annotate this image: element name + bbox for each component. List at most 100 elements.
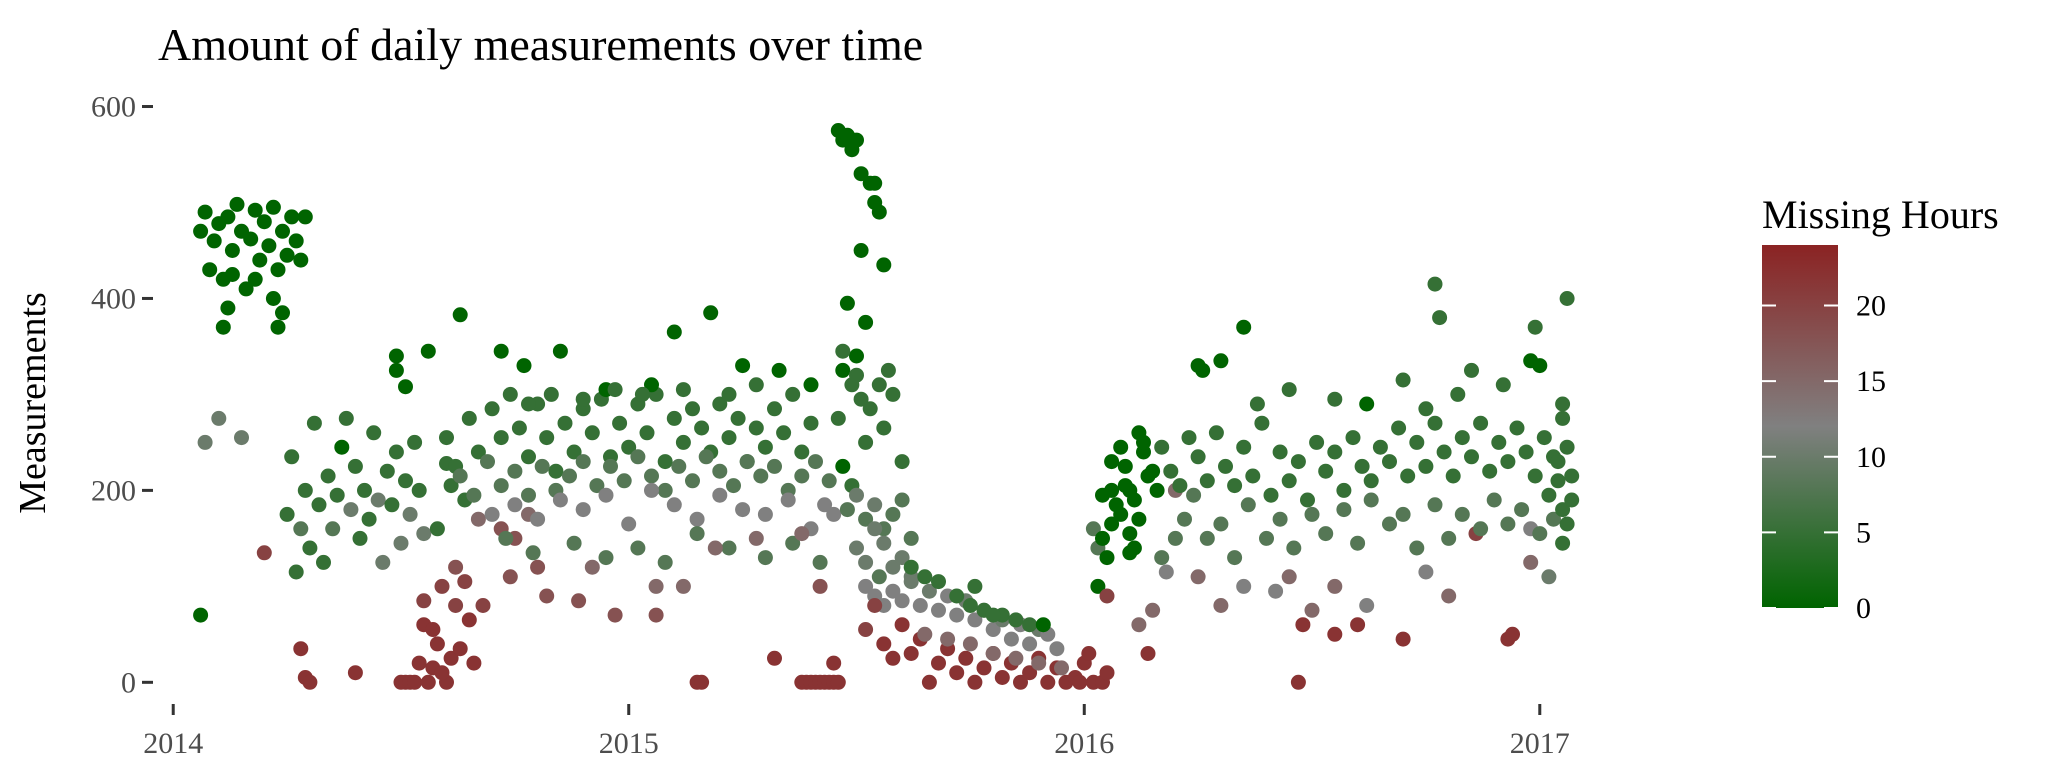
data-point bbox=[1145, 463, 1161, 479]
data-point bbox=[1149, 482, 1165, 498]
data-point bbox=[612, 415, 628, 431]
data-point bbox=[1395, 631, 1411, 647]
data-point bbox=[1500, 516, 1516, 532]
data-point bbox=[1126, 492, 1142, 508]
data-point bbox=[1500, 454, 1516, 470]
data-point bbox=[867, 497, 883, 513]
data-point bbox=[475, 598, 491, 613]
data-point bbox=[484, 401, 500, 417]
data-point bbox=[1532, 358, 1548, 374]
data-point bbox=[1418, 458, 1434, 474]
data-point bbox=[630, 449, 646, 465]
data-point bbox=[1482, 463, 1498, 479]
data-point bbox=[1172, 478, 1188, 494]
data-point bbox=[858, 511, 874, 527]
data-point bbox=[521, 487, 536, 503]
data-point bbox=[1427, 497, 1443, 513]
data-point bbox=[557, 415, 573, 431]
data-point bbox=[1418, 401, 1434, 417]
data-point bbox=[867, 521, 883, 537]
data-point bbox=[1441, 530, 1457, 546]
data-point bbox=[1145, 602, 1161, 618]
data-point bbox=[1327, 444, 1343, 460]
data-point bbox=[853, 166, 869, 182]
data-point bbox=[493, 430, 509, 446]
data-point bbox=[1309, 434, 1325, 450]
data-point bbox=[962, 598, 978, 613]
data-point bbox=[534, 458, 550, 474]
data-point bbox=[252, 252, 268, 268]
data-point bbox=[1022, 636, 1038, 652]
data-point bbox=[739, 454, 755, 470]
data-point bbox=[352, 530, 368, 546]
data-point bbox=[598, 550, 614, 566]
data-point bbox=[880, 362, 896, 378]
chart-title: Amount of daily measurements over time bbox=[158, 19, 923, 70]
data-point bbox=[1199, 473, 1215, 489]
data-point bbox=[849, 367, 864, 383]
data-point bbox=[366, 425, 382, 441]
data-point bbox=[1003, 631, 1019, 647]
data-point bbox=[757, 506, 773, 522]
data-point bbox=[470, 444, 486, 460]
data-point bbox=[575, 391, 591, 407]
data-point bbox=[293, 641, 309, 657]
data-point bbox=[507, 463, 523, 479]
data-point bbox=[334, 439, 350, 455]
data-point bbox=[858, 434, 874, 450]
data-point bbox=[1013, 674, 1028, 690]
data-point bbox=[1445, 468, 1461, 484]
data-point bbox=[429, 636, 445, 652]
data-point bbox=[1072, 674, 1088, 690]
data-point bbox=[443, 650, 459, 666]
data-point bbox=[1359, 396, 1375, 412]
data-point bbox=[1081, 646, 1097, 661]
data-point bbox=[835, 343, 851, 359]
data-point bbox=[867, 175, 883, 191]
data-point bbox=[530, 511, 546, 527]
data-point bbox=[867, 598, 883, 613]
data-point bbox=[826, 655, 842, 671]
data-point bbox=[521, 396, 536, 412]
data-point bbox=[1546, 511, 1561, 527]
data-point bbox=[1363, 492, 1379, 508]
data-point bbox=[666, 497, 682, 513]
data-point bbox=[666, 410, 682, 426]
data-point bbox=[1464, 449, 1479, 465]
data-point bbox=[1227, 478, 1243, 494]
data-point bbox=[1218, 458, 1233, 474]
data-point bbox=[1382, 454, 1397, 470]
data-point bbox=[1254, 415, 1270, 431]
data-point bbox=[721, 430, 737, 446]
data-point bbox=[306, 415, 322, 431]
data-point bbox=[748, 420, 764, 436]
data-point bbox=[976, 660, 992, 676]
data-point bbox=[316, 554, 331, 570]
data-point bbox=[347, 458, 363, 474]
data-point bbox=[502, 386, 518, 402]
data-point bbox=[894, 492, 910, 508]
data-point bbox=[279, 506, 295, 522]
data-point bbox=[1154, 439, 1170, 455]
data-point bbox=[1190, 449, 1206, 465]
data-point bbox=[808, 454, 823, 470]
data-point bbox=[220, 209, 236, 225]
y-tick-label: 600 bbox=[91, 91, 136, 124]
data-point bbox=[193, 607, 209, 623]
data-point bbox=[1236, 578, 1252, 594]
data-point bbox=[1190, 569, 1206, 585]
colorbar bbox=[1762, 245, 1838, 608]
data-point bbox=[1395, 372, 1411, 388]
data-point bbox=[411, 482, 427, 498]
data-point bbox=[584, 425, 600, 441]
data-point bbox=[1167, 530, 1183, 546]
data-point bbox=[675, 434, 691, 450]
data-point bbox=[876, 420, 892, 436]
legend: Missing Hours 0 5 10 15 20 bbox=[1762, 192, 1999, 625]
data-point bbox=[712, 487, 728, 503]
data-point bbox=[1186, 487, 1202, 503]
data-point bbox=[1272, 444, 1288, 460]
data-point bbox=[247, 271, 263, 287]
data-point bbox=[694, 674, 710, 690]
